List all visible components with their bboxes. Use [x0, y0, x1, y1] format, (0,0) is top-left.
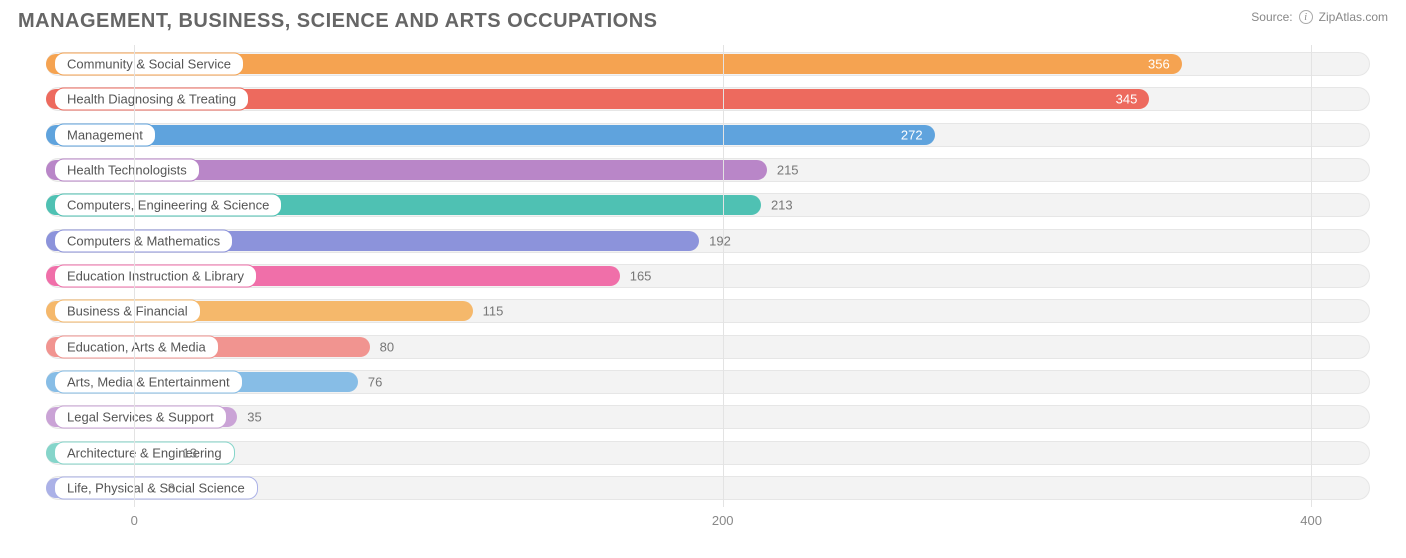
source-attribution: Source: i ZipAtlas.com — [1251, 10, 1388, 24]
bar-value: 8 — [168, 480, 175, 495]
bar-chart: Community & Social Service 356 Health Diag… — [18, 45, 1388, 535]
bar-value: 192 — [709, 233, 731, 248]
info-icon: i — [1299, 10, 1313, 24]
bar-label: Health Diagnosing & Treating — [54, 88, 249, 111]
bar-row: Management 272 — [46, 120, 1370, 150]
bar-label: Legal Services & Support — [54, 406, 227, 429]
bar-value: 13 — [183, 445, 197, 460]
axis-tick: 400 — [1300, 513, 1322, 528]
bar-label: Management — [54, 123, 156, 146]
plot-area: Community & Social Service 356 Health Diag… — [46, 45, 1370, 507]
axis-tick: 0 — [131, 513, 138, 528]
bar-value: 35 — [247, 410, 261, 425]
bar-value: 272 — [901, 127, 923, 142]
bar-row: Computers & Mathematics 192 — [46, 226, 1370, 256]
grid-line — [134, 45, 135, 507]
bar-label: Health Technologists — [54, 158, 200, 181]
bar-row: Business & Financial 115 — [46, 296, 1370, 326]
chart-header: MANAGEMENT, BUSINESS, SCIENCE AND ARTS O… — [18, 10, 1388, 33]
bar-label: Business & Financial — [54, 300, 201, 323]
bar-track — [46, 441, 1370, 465]
bar-label: Computers & Mathematics — [54, 229, 233, 252]
axis-tick: 200 — [712, 513, 734, 528]
x-axis: 0 200 400 — [46, 511, 1370, 535]
bar-fill — [46, 125, 935, 145]
bar-label: Arts, Media & Entertainment — [54, 370, 243, 393]
bar-row: Education Instruction & Library 165 — [46, 261, 1370, 291]
bar-value: 165 — [630, 268, 652, 283]
bar-row: Education, Arts & Media 80 — [46, 332, 1370, 362]
bar-label: Education Instruction & Library — [54, 264, 257, 287]
bar-value: 356 — [1148, 57, 1170, 72]
bar-row: Health Technologists 215 — [46, 155, 1370, 185]
bar-label: Education, Arts & Media — [54, 335, 219, 358]
bar-value: 213 — [771, 198, 793, 213]
bar-label: Life, Physical & Social Science — [54, 476, 258, 499]
bar-row: Health Diagnosing & Treating 345 — [46, 84, 1370, 114]
chart-title: MANAGEMENT, BUSINESS, SCIENCE AND ARTS O… — [18, 10, 657, 33]
bar-row: Arts, Media & Entertainment 76 — [46, 367, 1370, 397]
source-name: ZipAtlas.com — [1319, 10, 1388, 24]
bar-value: 115 — [483, 304, 504, 319]
bar-label: Community & Social Service — [54, 53, 244, 76]
bar-row: Legal Services & Support 35 — [46, 402, 1370, 432]
grid-line — [723, 45, 724, 507]
bar-row: Community & Social Service 356 — [46, 49, 1370, 79]
bar-label: Architecture & Engineering — [54, 441, 235, 464]
bar-value: 345 — [1116, 92, 1138, 107]
bar-value: 80 — [380, 339, 394, 354]
grid-line — [1311, 45, 1312, 507]
bar-label: Computers, Engineering & Science — [54, 194, 282, 217]
bar-track — [46, 405, 1370, 429]
bar-row: Computers, Engineering & Science 213 — [46, 190, 1370, 220]
bar-row: Architecture & Engineering13 — [46, 438, 1370, 468]
bar-value: 76 — [368, 374, 382, 389]
bar-row: Life, Physical & Social Science8 — [46, 473, 1370, 503]
bars-container: Community & Social Service 356 Health Diag… — [46, 49, 1370, 503]
bar-value: 215 — [777, 162, 799, 177]
source-label: Source: — [1251, 10, 1292, 24]
